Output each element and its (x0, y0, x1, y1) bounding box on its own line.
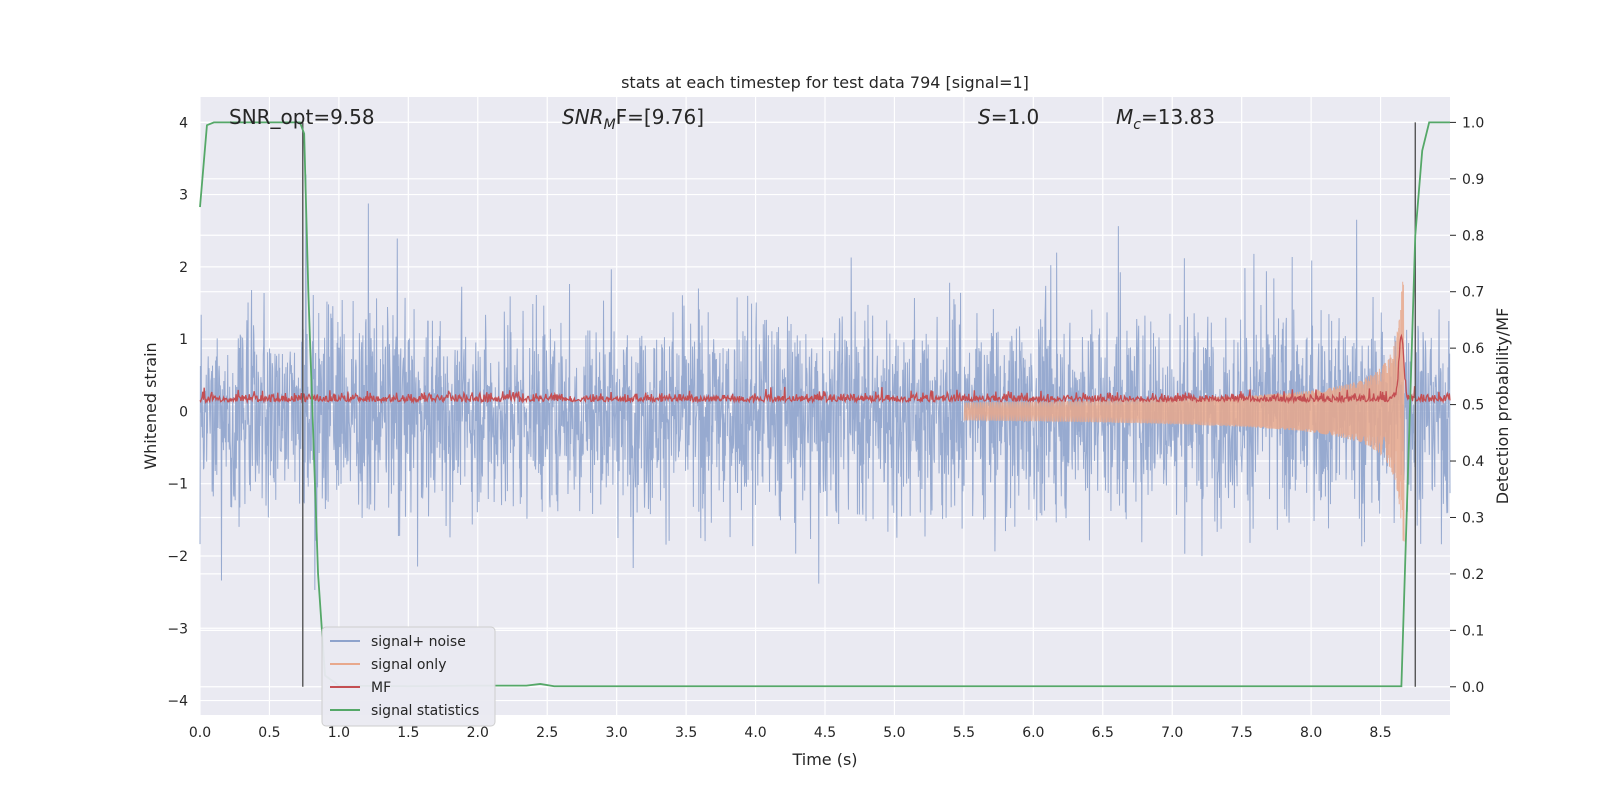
legend-label-signal-statistics: signal statistics (371, 703, 479, 719)
y2-axis-ticks: 1.0 0.9 0.8 0.7 0.6 0.5 0.4 0.3 0.2 0.1 0.0 (1450, 115, 1484, 696)
y2-tick-label: 0.4 (1462, 454, 1484, 470)
legend: signal+ noise signal only MF signal stat… (321, 626, 496, 727)
y-tick-label: 3 (179, 188, 188, 204)
vertical-markers (302, 122, 1416, 687)
annotation-s: S=1.0 (978, 105, 1039, 129)
y-axis-ticks: 4 3 2 1 0 −1 −2 −3 −4 (167, 115, 188, 709)
y2-tick-label: 0.9 (1462, 172, 1484, 188)
legend-label-signal-only: signal only (371, 657, 446, 673)
y-tick-label: −4 (167, 694, 188, 710)
series-mf (199, 333, 1451, 405)
x-tick-label: 7.5 (1231, 725, 1253, 741)
x-tick-label: 0.5 (258, 725, 280, 741)
x-tick-label: 2.0 (467, 725, 489, 741)
x-tick-label: 2.5 (536, 725, 558, 741)
x-tick-label: 8.5 (1369, 725, 1391, 741)
x-axis-label: Time (s) (791, 750, 857, 769)
mf-line (199, 333, 1451, 405)
y-tick-label: 2 (179, 260, 188, 276)
y2-axis-label: Detection probability/MF (1493, 308, 1512, 505)
legend-box (321, 626, 496, 727)
y2-tick-label: 0.5 (1462, 398, 1484, 414)
y2-tick-label: 1.0 (1462, 115, 1484, 131)
legend-label-signal-noise: signal+ noise (371, 634, 466, 650)
y-tick-label: 1 (179, 332, 188, 348)
y2-tick-label: 0.8 (1462, 228, 1484, 244)
x-tick-label: 4.5 (814, 725, 836, 741)
y2-tick-label: 0.3 (1462, 510, 1484, 526)
y2-tick-label: 0.0 (1462, 680, 1484, 696)
x-tick-label: 4.0 (744, 725, 766, 741)
annotation-mc: Mc=13.83 (1116, 105, 1215, 133)
x-tick-label: 5.5 (953, 725, 975, 741)
y2-tick-label: 0.1 (1462, 623, 1484, 639)
signal-noise-line (199, 174, 1451, 591)
x-tick-label: 6.0 (1022, 725, 1044, 741)
y-tick-label: −2 (167, 549, 188, 565)
y2-tick-label: 0.7 (1462, 285, 1484, 301)
x-tick-label: 0.0 (189, 725, 211, 741)
x-tick-label: 1.0 (328, 725, 350, 741)
x-tick-label: 3.5 (675, 725, 697, 741)
y2-tick-label: 0.6 (1462, 341, 1484, 357)
y-tick-label: −3 (167, 621, 188, 637)
annotation-snr-mf: SNRMF=[9.76] (562, 105, 704, 133)
annotation-snr-opt: SNR_opt=9.58 (229, 105, 375, 129)
y-tick-label: −1 (167, 477, 188, 493)
x-tick-label: 1.5 (397, 725, 419, 741)
y-tick-label: 0 (179, 404, 188, 420)
legend-label-mf: MF (371, 680, 391, 696)
y2-tick-label: 0.2 (1462, 567, 1484, 583)
series-signal-noise (199, 174, 1451, 591)
x-tick-label: 6.5 (1092, 725, 1114, 741)
x-tick-label: 7.0 (1161, 725, 1183, 741)
x-tick-label: 3.0 (606, 725, 628, 741)
y-axis-label: Whitened strain (141, 342, 160, 469)
y-tick-label: 4 (179, 115, 188, 131)
x-tick-label: 5.0 (883, 725, 905, 741)
x-axis-ticks: 0.0 0.5 1.0 1.5 2.0 2.5 3.0 3.5 4.0 4.5 5.0 5.5 6.0 6… (189, 725, 1392, 741)
chart-title: stats at each timestep for test data 794… (621, 73, 1029, 92)
x-tick-label: 8.0 (1300, 725, 1322, 741)
